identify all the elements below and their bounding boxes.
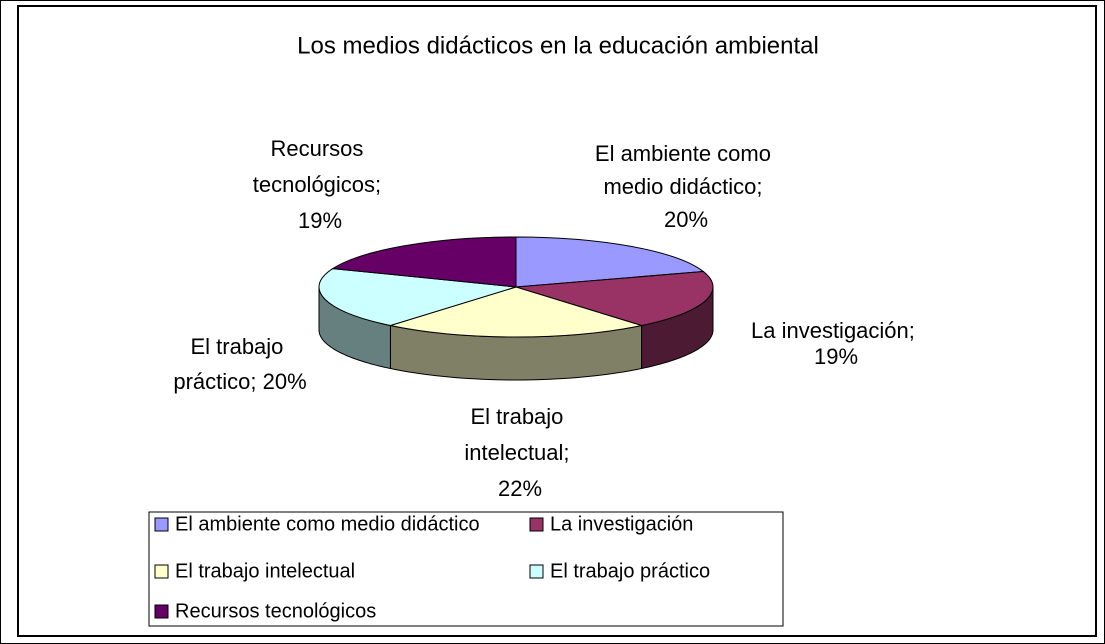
data-label-line: 22% bbox=[498, 476, 542, 501]
legend-swatch bbox=[154, 517, 169, 532]
data-label-line: medio didáctico; bbox=[603, 174, 768, 199]
legend-swatch bbox=[529, 564, 544, 579]
data-label-line: La investigación; bbox=[751, 318, 921, 343]
pie-slice bbox=[515, 236, 705, 288]
legend bbox=[148, 511, 784, 627]
data-label-line: 20% bbox=[664, 207, 708, 232]
data-label-line: 19% bbox=[814, 344, 858, 369]
legend-swatch bbox=[529, 517, 544, 532]
data-label: El trabajo intelectual; 22% bbox=[464, 404, 575, 501]
pie-slice bbox=[515, 271, 714, 327]
data-label: El ambiente como medio didáctico; 20% bbox=[595, 141, 777, 232]
data-label: Recursos tecnológicos; 19% bbox=[253, 136, 388, 233]
pie-slice bbox=[331, 236, 517, 288]
pie-walls bbox=[318, 286, 714, 381]
pie-slice bbox=[390, 286, 642, 338]
data-label-line: El trabajo bbox=[190, 334, 289, 359]
data-label-line: práctico; 20% bbox=[173, 369, 306, 394]
data-label-line: 19% bbox=[298, 208, 342, 233]
legend-label: El trabajo práctico bbox=[550, 560, 710, 582]
data-label-line: Recursos bbox=[270, 136, 369, 161]
data-label: La investigación; 19% bbox=[751, 318, 921, 369]
data-label-line: tecnológicos; bbox=[253, 172, 388, 197]
data-label-line: intelectual; bbox=[464, 440, 575, 465]
legend-label: El trabajo intelectual bbox=[175, 560, 355, 582]
pie-slice bbox=[318, 268, 517, 327]
chart-title: Los medios didácticos en la educación am… bbox=[297, 32, 819, 59]
data-label-line: El trabajo bbox=[470, 404, 569, 429]
legend-label: La investigación bbox=[550, 513, 693, 535]
legend-label: El ambiente como medio didáctico bbox=[175, 513, 480, 535]
legend-swatch bbox=[154, 604, 169, 619]
legend-label: Recursos tecnológicos bbox=[175, 600, 376, 622]
data-label-line: El ambiente como bbox=[595, 141, 777, 166]
legend-swatch bbox=[154, 564, 169, 579]
data-label: El trabajo práctico; 20% bbox=[173, 334, 306, 394]
